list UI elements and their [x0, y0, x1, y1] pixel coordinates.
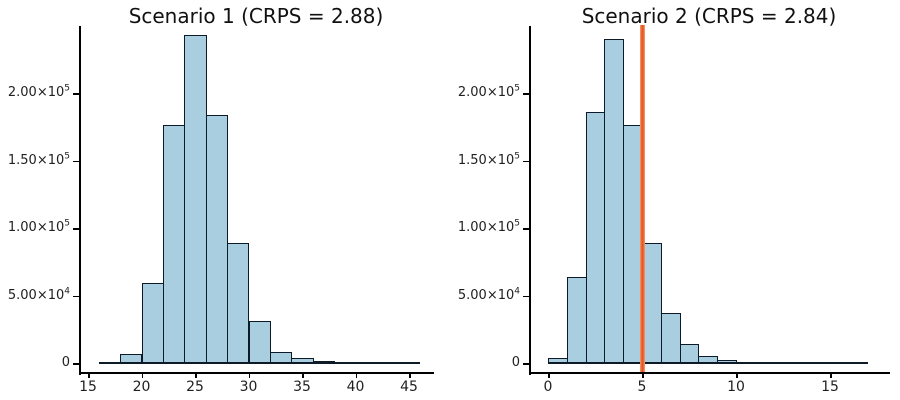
- scenario-1-histogram-bar: [184, 34, 207, 363]
- scenario-1-x-tick-label: 20: [132, 379, 151, 395]
- scenario-1-x-tick-label: 30: [239, 379, 258, 395]
- scenario-2-y-tick: [523, 93, 529, 95]
- scenario-2-histogram-bar: [585, 111, 606, 363]
- scenario-1-x-tick: [195, 373, 197, 378]
- scenario-1-x-tick-label: 35: [293, 379, 311, 395]
- scenario-1-histogram-bar: [205, 114, 229, 363]
- scenario-1-y-tick: [73, 160, 79, 162]
- scenario-2-y-axis-spine: [529, 26, 531, 375]
- scenario-2-x-tick: [830, 373, 832, 378]
- scenario-1-x-tick: [141, 373, 143, 378]
- scenario-2-x-tick: [642, 373, 644, 378]
- scenario-1-y-tick-label: 1.50×105: [7, 151, 70, 168]
- scenario-1-x-tick: [302, 373, 304, 378]
- scenario-1-histogram-baseline: [98, 362, 420, 364]
- scenario-1-histogram-bar: [227, 242, 250, 363]
- scenario-2-y-tick: [523, 160, 529, 162]
- scenario-2-y-tick-label: 1.50×105: [457, 151, 520, 168]
- scenario-1-histogram-bar: [248, 321, 271, 363]
- scenario-2-y-tick-label: 2.00×105: [457, 83, 520, 100]
- scenario-2-y-tick-label: 0: [511, 355, 520, 370]
- scenario-1-y-tick: [73, 363, 79, 365]
- scenario-1-x-axis-spine: [79, 372, 434, 374]
- scenario-1-x-tick-label: 15: [79, 379, 97, 395]
- scenario-1-histogram-bar: [141, 283, 164, 363]
- scenario-1-histogram-bar: [162, 125, 186, 363]
- scenario-2-histogram-baseline: [548, 362, 868, 364]
- scenario-1-y-tick: [73, 93, 79, 95]
- scenario-2-x-tick-label: 15: [821, 379, 839, 395]
- scenario-1-y-tick-label: 1.00×105: [7, 218, 70, 235]
- scenario-1-y-tick-label: 0: [61, 355, 70, 370]
- scenario-1-y-tick: [73, 228, 79, 230]
- scenario-1-y-tick-label: 5.00×104: [7, 286, 70, 303]
- panel-2-title: Scenario 2 (CRPS = 2.84): [581, 4, 837, 28]
- scenario-1-x-tick: [248, 373, 250, 378]
- scenario-2-y-tick: [523, 363, 529, 365]
- scenario-2-x-tick-label: 5: [637, 379, 647, 395]
- scenario-2-y-tick: [523, 228, 529, 230]
- scenario-1-y-axis-spine: [79, 26, 81, 375]
- scenario-2-histogram-bar: [679, 344, 700, 363]
- scenario-2-y-tick-label: 5.00×104: [457, 286, 520, 303]
- scenario-2-y-tick-label: 1.00×105: [457, 218, 520, 235]
- scenario-2-x-tick: [736, 373, 738, 378]
- scenario-1-x-tick-label: 45: [400, 379, 418, 395]
- panel-1-title: Scenario 1 (CRPS = 2.88): [128, 4, 384, 28]
- scenario-1-x-tick: [409, 373, 411, 378]
- scenario-2-y-tick: [523, 295, 529, 297]
- scenario-2-x-tick: [548, 373, 550, 378]
- scenario-1-y-tick: [73, 295, 79, 297]
- scenario-1-x-tick-label: 25: [186, 379, 204, 395]
- scenario-1-x-tick-label: 40: [346, 379, 365, 395]
- scenario-2-x-tick-label: 0: [543, 379, 553, 395]
- scenario-2-x-axis-spine: [529, 372, 890, 374]
- scenario-1-y-tick-label: 2.00×105: [7, 83, 70, 100]
- scenario-1-x-tick: [88, 373, 90, 378]
- scenario-2-observation-vline: [639, 25, 645, 373]
- scenario-2-histogram-bar: [660, 313, 681, 363]
- scenario-2-histogram-bar: [566, 276, 587, 363]
- scenario-2-histogram-bar: [604, 39, 625, 363]
- scenario-2-histogram-bar: [642, 242, 662, 363]
- scenario-1-x-tick: [355, 373, 357, 378]
- scenario-2-x-tick-label: 10: [727, 379, 745, 395]
